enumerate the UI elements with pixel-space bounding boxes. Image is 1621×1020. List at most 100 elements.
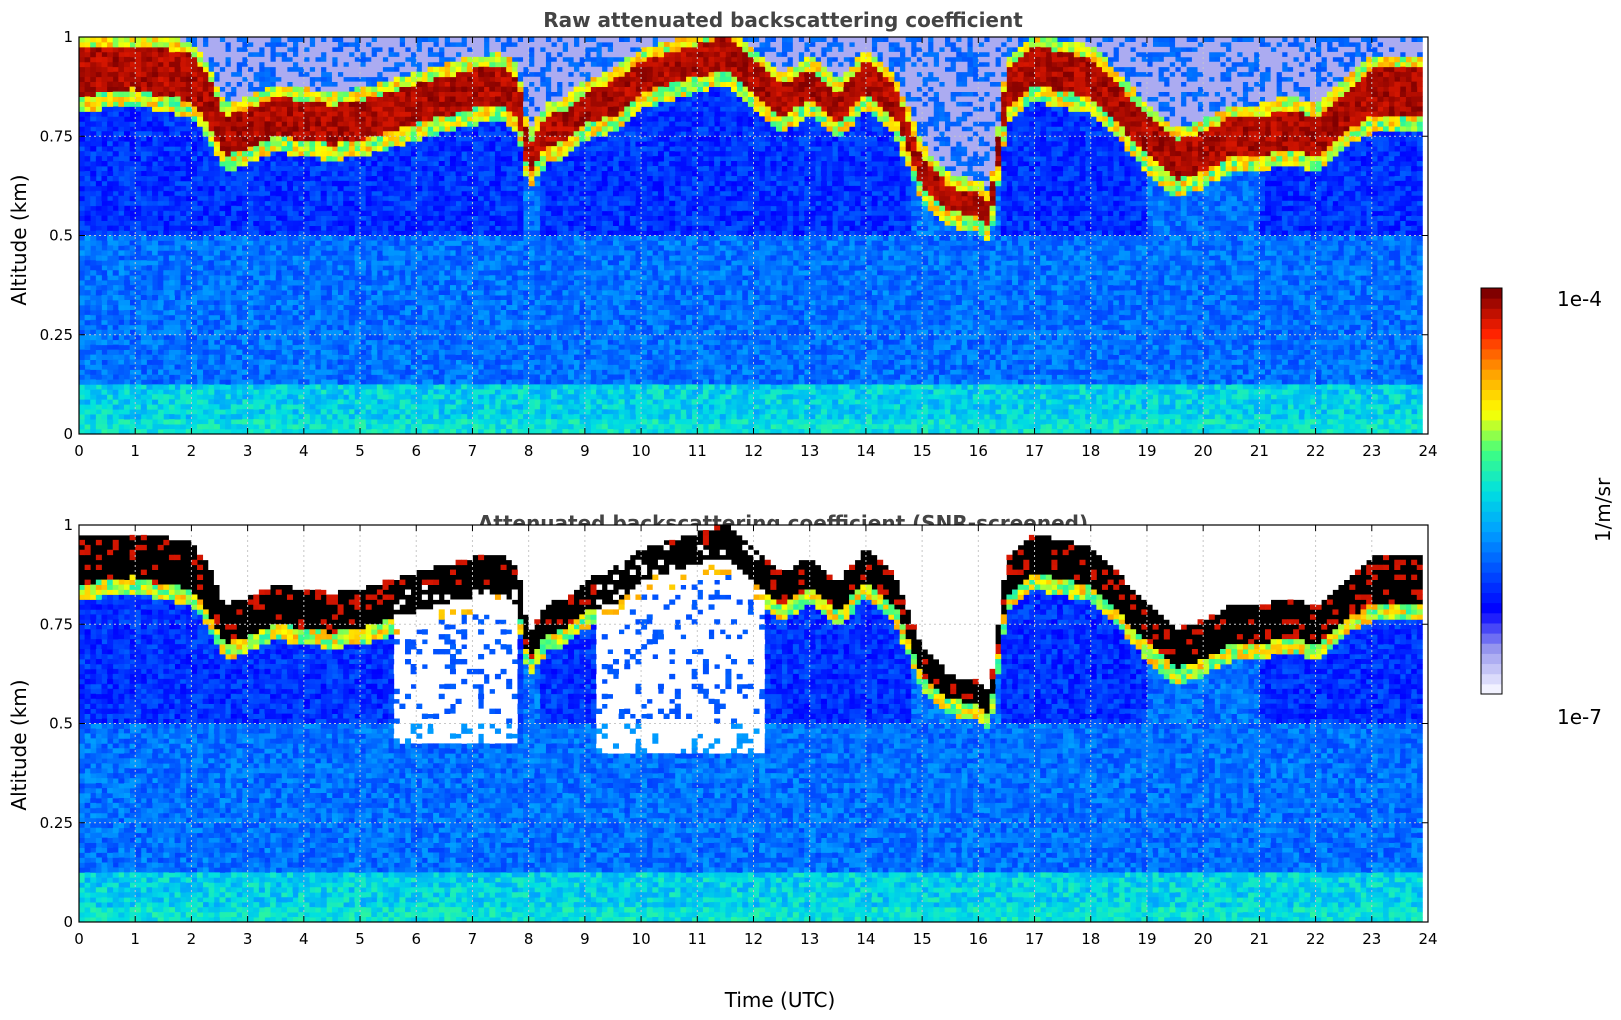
bottom-heatmap-cell-group bbox=[79, 663, 1390, 873]
top-x-tick-label: 12 bbox=[744, 442, 763, 460]
top-heatmap-cell-group bbox=[489, 106, 496, 112]
colorbar-segment bbox=[1481, 663, 1502, 675]
bottom-heatmap-cell-group bbox=[382, 584, 1260, 655]
bottom-heatmap-cell-group bbox=[185, 594, 192, 600]
bottom-heatmap-cell-group bbox=[1096, 594, 1103, 600]
bottom-heatmap-cell-group bbox=[90, 614, 1423, 724]
top-heatmap-cell-group bbox=[573, 141, 580, 147]
top-heatmap-cell-group bbox=[714, 81, 721, 88]
top-heatmap-cell-group bbox=[624, 61, 631, 68]
top-heatmap-cell-group bbox=[860, 56, 867, 63]
bottom-heatmap-cell-group bbox=[1124, 629, 1131, 635]
top-heatmap-cell-group bbox=[79, 225, 1378, 385]
bottom-heatmap-cell-group bbox=[1236, 639, 1277, 650]
top-heatmap-cell-group bbox=[118, 384, 1255, 435]
bottom-heatmap-cell-group bbox=[376, 624, 395, 635]
colorbar-segment bbox=[1481, 389, 1502, 401]
bottom-x-tick-label: 23 bbox=[1362, 930, 1381, 948]
top-chart: 0 1 2 3 4 5 6 7 8 9 10 11 12 13 14 15 16 17 18 19 20 21 22 23 24… bbox=[40, 28, 1438, 460]
colorbar-segment bbox=[1481, 582, 1502, 593]
bottom-y-axis-label: Altitude (km) bbox=[7, 679, 31, 810]
top-heatmap-cell-group bbox=[213, 136, 220, 142]
colorbar-segment bbox=[1481, 338, 1502, 350]
colorbar-segment bbox=[1481, 602, 1502, 614]
bottom-heatmap-cell-group bbox=[1298, 887, 1305, 893]
bottom-heatmap-cell-group bbox=[1281, 639, 1288, 645]
top-heatmap-cell-group bbox=[871, 56, 878, 63]
top-heatmap-cell-group bbox=[1315, 161, 1322, 167]
bottom-heatmap-cell-group bbox=[798, 599, 805, 605]
bottom-x-tick-label: 16 bbox=[969, 930, 988, 948]
top-heatmap-cell-group bbox=[163, 389, 1418, 435]
bottom-heatmap-cell-group bbox=[1113, 609, 1120, 615]
top-heatmap-cell-group bbox=[230, 384, 805, 410]
colorbar-segment bbox=[1481, 562, 1502, 573]
top-grid bbox=[79, 37, 1428, 434]
top-heatmap-cell-group bbox=[202, 384, 1350, 435]
top-x-tick-label: 7 bbox=[468, 442, 478, 460]
top-heatmap-cell-group bbox=[995, 126, 1002, 137]
colorbar-segment bbox=[1481, 531, 1502, 543]
bottom-heatmap-cell-group bbox=[989, 698, 996, 705]
top-heatmap-cell-group bbox=[877, 66, 884, 73]
colorbar-segment bbox=[1481, 440, 1502, 451]
bottom-heatmap-cell-group bbox=[135, 589, 142, 595]
bottom-heatmap-cell-group bbox=[944, 708, 951, 714]
top-x-tick-label: 20 bbox=[1194, 442, 1213, 460]
bottom-heatmap-cell-group bbox=[236, 882, 1328, 908]
top-heatmap-cell-group bbox=[129, 101, 136, 107]
bottom-heatmap-cell-group bbox=[79, 525, 1423, 754]
top-heatmap-cell-group bbox=[225, 384, 1316, 435]
bottom-heatmap-cell-group bbox=[101, 877, 1288, 923]
bottom-heatmap-cell-group bbox=[764, 599, 771, 605]
colorbar-segment bbox=[1481, 409, 1502, 421]
top-y-tick-label: 0 bbox=[63, 425, 73, 443]
bottom-y-tick-label: 1 bbox=[63, 516, 73, 534]
top-heatmap-cell-group bbox=[927, 156, 934, 162]
top-heatmap-cell-group bbox=[1399, 56, 1406, 63]
top-heatmap-cell-group bbox=[1101, 121, 1109, 127]
bottom-x-tick-label: 5 bbox=[355, 930, 365, 948]
top-x-tick-label: 24 bbox=[1418, 442, 1437, 460]
bottom-heatmap-cell-group bbox=[584, 614, 591, 620]
bottom-heatmap-cell-group bbox=[1399, 604, 1406, 610]
bottom-heatmap-cell-group bbox=[1146, 658, 1153, 665]
top-x-tick-label: 19 bbox=[1137, 442, 1156, 460]
top-x-tick-label: 18 bbox=[1081, 442, 1100, 460]
top-heatmap-cell-group bbox=[657, 41, 664, 48]
colorbar-segment bbox=[1481, 359, 1502, 370]
bottom-heatmap-cell-group bbox=[1085, 594, 1114, 610]
bottom-x-tick-label: 13 bbox=[800, 930, 819, 948]
top-heatmap-cell-group bbox=[1343, 429, 1350, 435]
top-heatmap-cell-group bbox=[1371, 56, 1378, 63]
bottom-heatmap-cell-group bbox=[298, 639, 305, 645]
bottom-heatmap-cell-group bbox=[764, 604, 771, 610]
top-heatmap-cell-group bbox=[95, 101, 1418, 236]
top-heatmap-cell-group bbox=[320, 384, 1390, 435]
top-chart-title: Raw attenuated backscattering coefficien… bbox=[543, 8, 1023, 32]
bottom-heatmap-cell-group bbox=[1225, 658, 1232, 665]
top-heatmap-cell-group bbox=[1231, 111, 1238, 117]
top-heatmap-cell-group bbox=[107, 220, 1423, 385]
top-y-tick-label: 1 bbox=[63, 28, 73, 46]
bottom-x-tick-label: 8 bbox=[524, 930, 534, 948]
top-x-tick-label: 22 bbox=[1306, 442, 1325, 460]
bottom-heatmap-cell-group bbox=[899, 634, 906, 640]
top-heatmap-cell-group bbox=[197, 389, 1350, 435]
top-heatmap-cell-group bbox=[534, 170, 541, 177]
bottom-heatmap-cell-group bbox=[1040, 584, 1047, 590]
bottom-heatmap-cell-group bbox=[995, 663, 1002, 670]
bottom-heatmap-cell-group bbox=[365, 624, 372, 630]
bottom-heatmap-cell-group bbox=[820, 599, 827, 605]
bottom-heatmap-cell-group bbox=[230, 649, 237, 655]
colorbar-segment bbox=[1481, 511, 1502, 522]
top-heatmap-cell-group bbox=[539, 156, 546, 162]
top-heatmap-cell-group bbox=[556, 101, 563, 107]
top-heatmap-cell-group bbox=[135, 96, 1418, 236]
top-heatmap-cell-group bbox=[1321, 101, 1328, 107]
bottom-heatmap-cell-group bbox=[1388, 614, 1395, 620]
bottom-heatmap-cell-group bbox=[337, 644, 344, 650]
top-heatmap-cell-group bbox=[427, 131, 434, 137]
top-heatmap-cell-group bbox=[1023, 96, 1080, 107]
top-heatmap-cell-group bbox=[101, 56, 1373, 187]
